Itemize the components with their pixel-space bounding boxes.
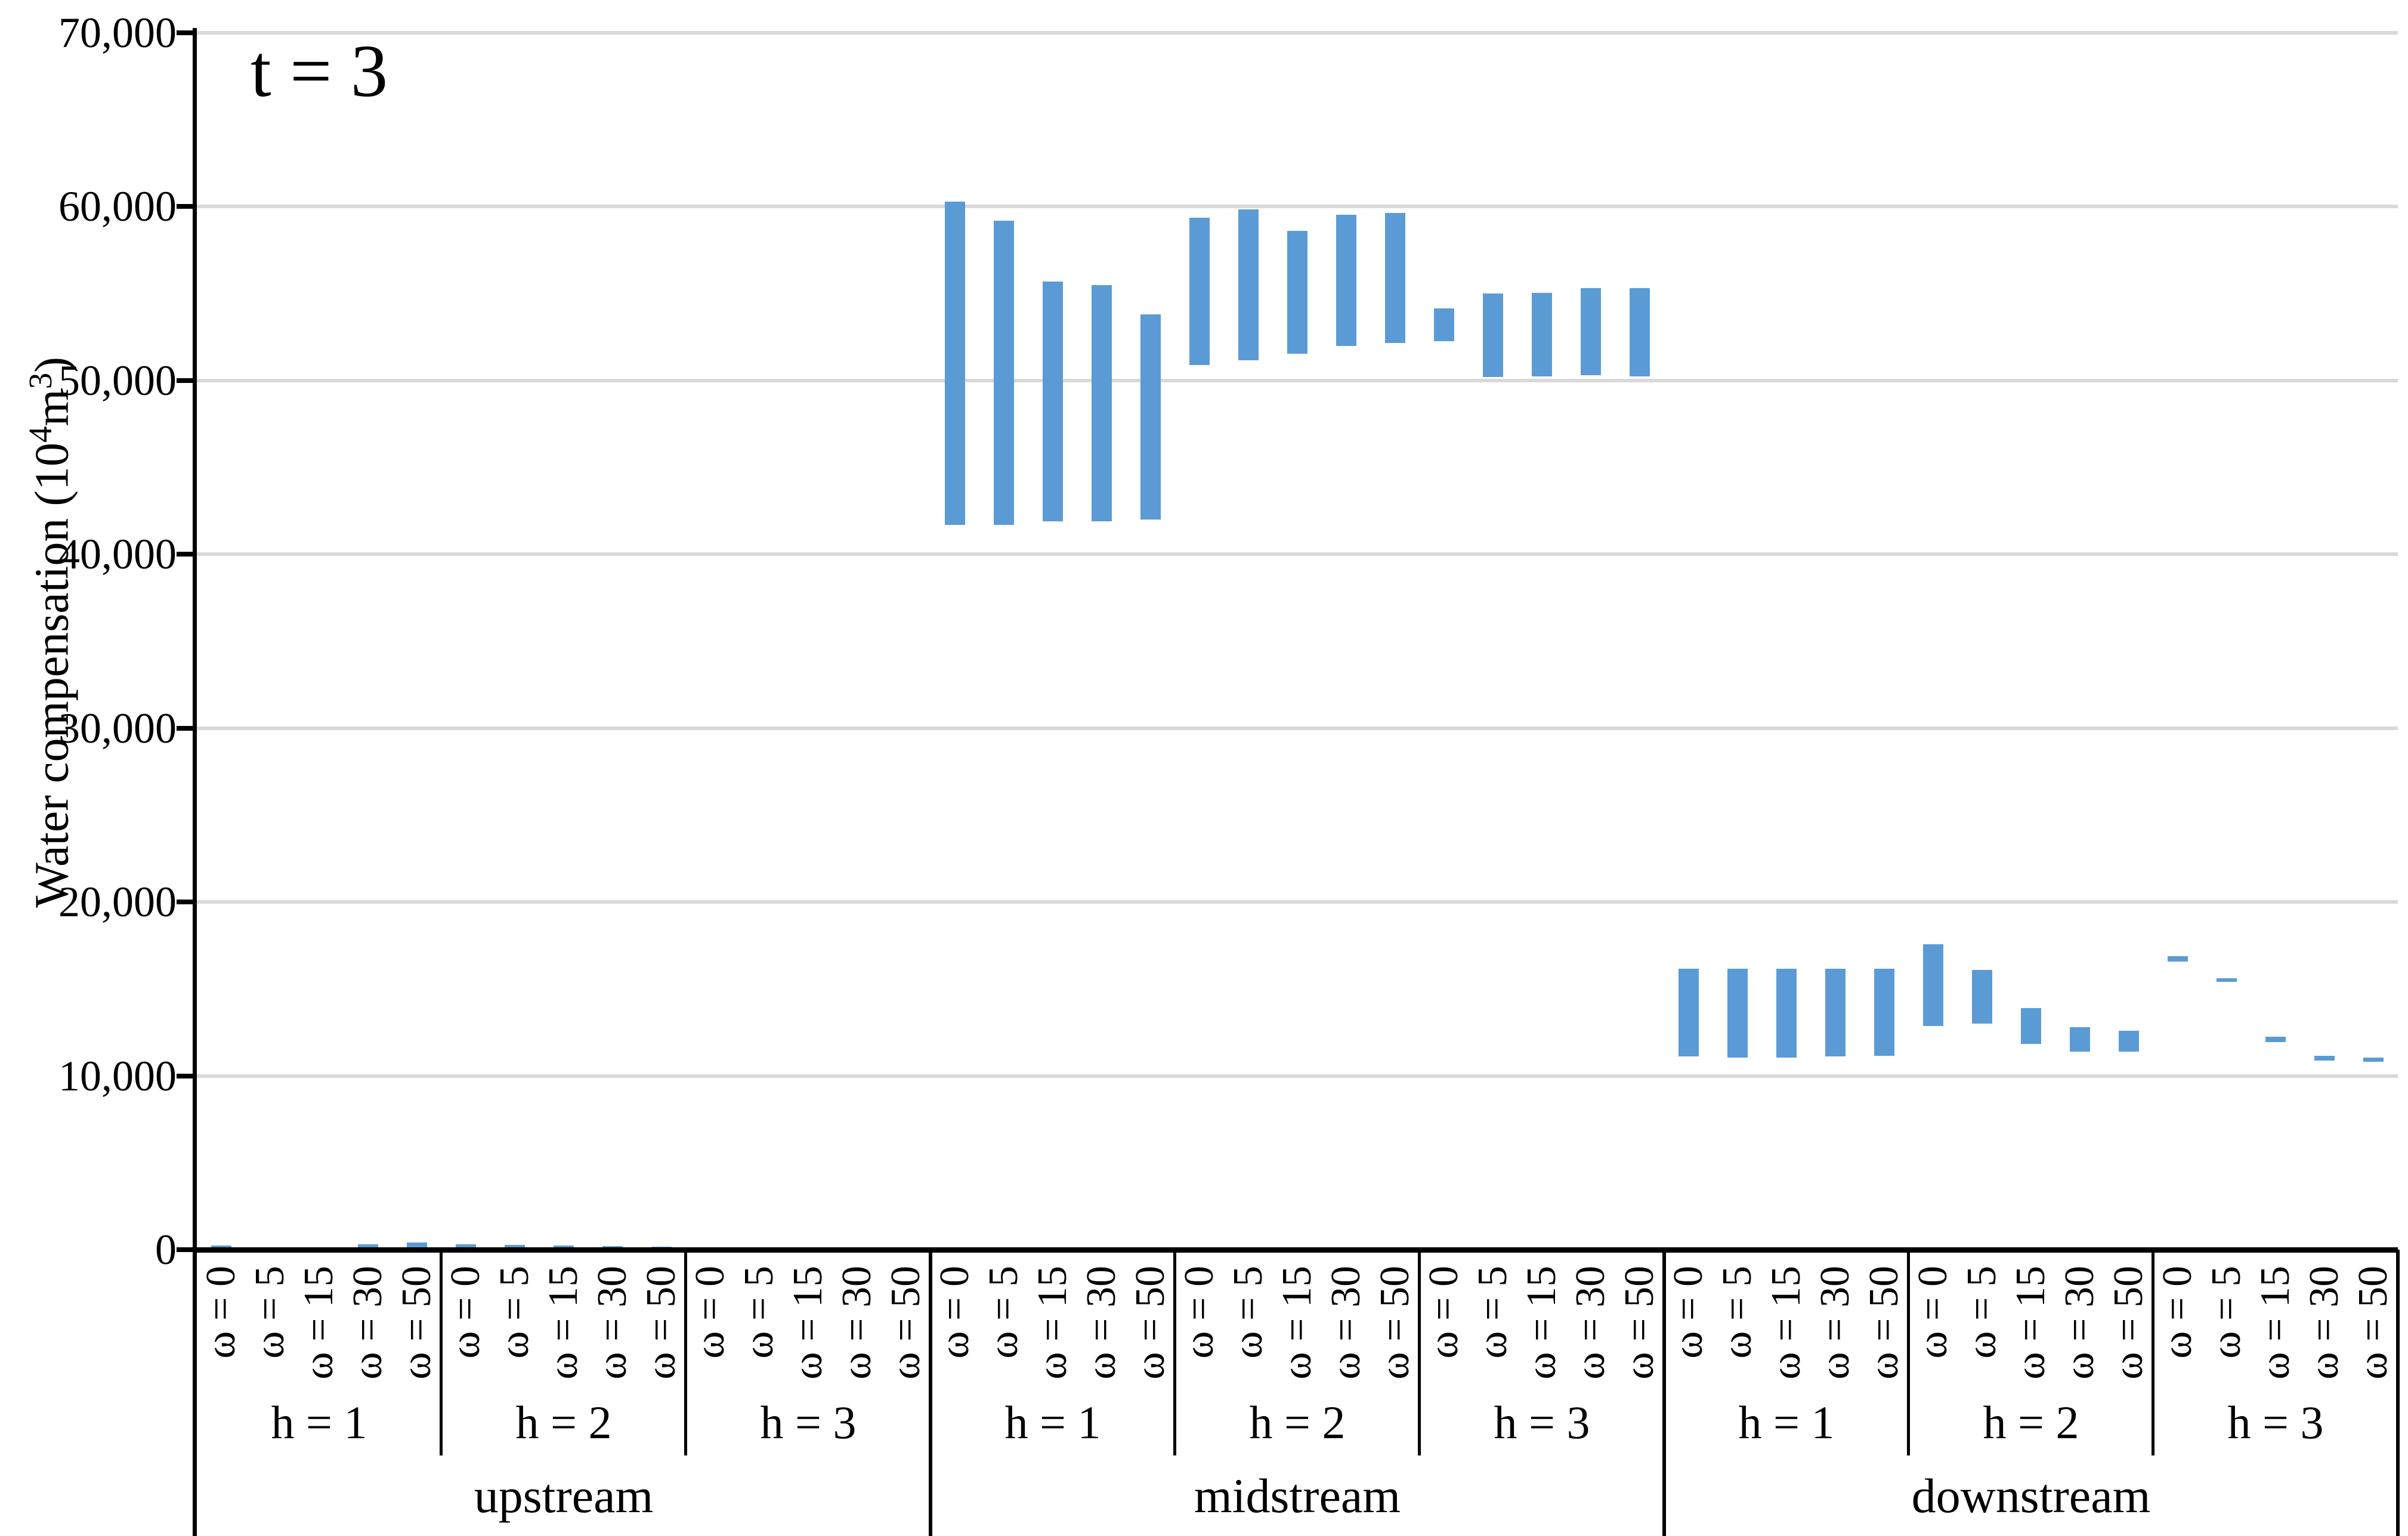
y-axis-tick: [177, 1247, 197, 1252]
x-axis-line: [197, 1247, 2398, 1253]
range-bar: [1679, 969, 1699, 1057]
gridline: [197, 205, 2398, 209]
h-group-label: h = 2: [1983, 1396, 2079, 1448]
range-bar: [1581, 288, 1601, 376]
h-group-separator: [684, 1250, 687, 1455]
range-bar: [1385, 212, 1405, 344]
y-axis-tick-label: 20,000: [58, 878, 177, 926]
range-bar: [2168, 956, 2188, 962]
range-bar: [945, 201, 965, 525]
gridline: [197, 378, 2398, 382]
y-axis-tick: [177, 900, 197, 905]
range-bar: [1727, 969, 1748, 1058]
range-bar: [1287, 231, 1307, 354]
y-axis-tick: [177, 1073, 197, 1078]
range-bar: [456, 1244, 476, 1248]
gridline: [197, 552, 2398, 557]
region-label: upstream: [474, 1469, 654, 1523]
y-axis-tick: [177, 204, 197, 209]
range-bar: [1189, 218, 1210, 365]
h-group-separator: [1907, 1250, 1910, 1455]
range-bar: [1140, 314, 1161, 520]
y-axis-tick-label: 50,000: [58, 356, 177, 404]
h-group-separator: [440, 1250, 443, 1455]
region-separator: [1662, 1250, 1666, 1536]
gridline: [197, 31, 2398, 35]
range-bar: [1483, 293, 1503, 377]
range-bar: [1434, 308, 1454, 342]
range-bar: [1825, 969, 1846, 1057]
h-group-label: h = 1: [1004, 1396, 1101, 1448]
range-bar: [2070, 1027, 2090, 1052]
y-axis-tick-label: 70,000: [58, 9, 177, 57]
y-axis-tick-label: 60,000: [58, 183, 177, 231]
range-bar: [1092, 285, 1112, 521]
h-group-label: h = 2: [515, 1396, 612, 1448]
y-axis-tick-label: 40,000: [58, 530, 177, 579]
range-bar: [407, 1243, 427, 1250]
y-axis-tick-label: 0: [155, 1226, 177, 1274]
gridline: [197, 726, 2398, 730]
range-bar: [211, 1245, 231, 1248]
chart-annotation-t3: t = 3: [251, 30, 388, 113]
range-bar: [994, 220, 1014, 525]
h-group-separator: [1173, 1250, 1176, 1455]
range-bar: [2021, 1007, 2041, 1044]
range-bar: [554, 1246, 574, 1249]
y-axis-tick: [177, 378, 197, 383]
range-bar: [1776, 969, 1797, 1058]
h-group-label: h = 3: [1494, 1396, 1590, 1448]
h-group-separator: [2152, 1250, 2154, 1455]
range-bar: [358, 1244, 378, 1248]
gridline: [197, 1074, 2398, 1078]
region-label: midstream: [1194, 1469, 1401, 1523]
range-bar: [2119, 1030, 2139, 1052]
range-bar: [2314, 1055, 2335, 1061]
region-label: downstream: [1911, 1469, 2151, 1523]
range-bar: [2363, 1058, 2384, 1062]
range-bar: [505, 1244, 525, 1248]
range-bar: [2265, 1036, 2286, 1042]
y-axis-tick: [177, 725, 197, 731]
range-bar: [1043, 281, 1063, 521]
range-bar: [1972, 969, 1992, 1024]
h-group-label: h = 1: [271, 1396, 367, 1448]
h-group-separator: [1418, 1250, 1421, 1455]
y-axis-line: [193, 28, 197, 1536]
h-group-label: h = 3: [760, 1396, 857, 1448]
range-bar: [2217, 978, 2237, 982]
range-bar: [1336, 214, 1356, 346]
h-group-label: h = 2: [1249, 1396, 1346, 1448]
range-bar: [1874, 969, 1894, 1056]
range-bar: [1923, 944, 1943, 1026]
y-axis-tick-label: 10,000: [58, 1052, 177, 1100]
h-group-label: h = 3: [2227, 1396, 2324, 1448]
region-separator: [2396, 1250, 2400, 1536]
gridline: [197, 900, 2398, 904]
region-separator: [929, 1250, 932, 1536]
range-bar: [1630, 288, 1650, 376]
range-bar: [1532, 292, 1552, 376]
h-group-label: h = 1: [1738, 1396, 1835, 1448]
y-axis-tick-label: 30,000: [58, 704, 177, 752]
y-axis-tick: [177, 552, 197, 557]
y-axis-tick: [177, 30, 197, 35]
range-bar: [1238, 209, 1259, 361]
